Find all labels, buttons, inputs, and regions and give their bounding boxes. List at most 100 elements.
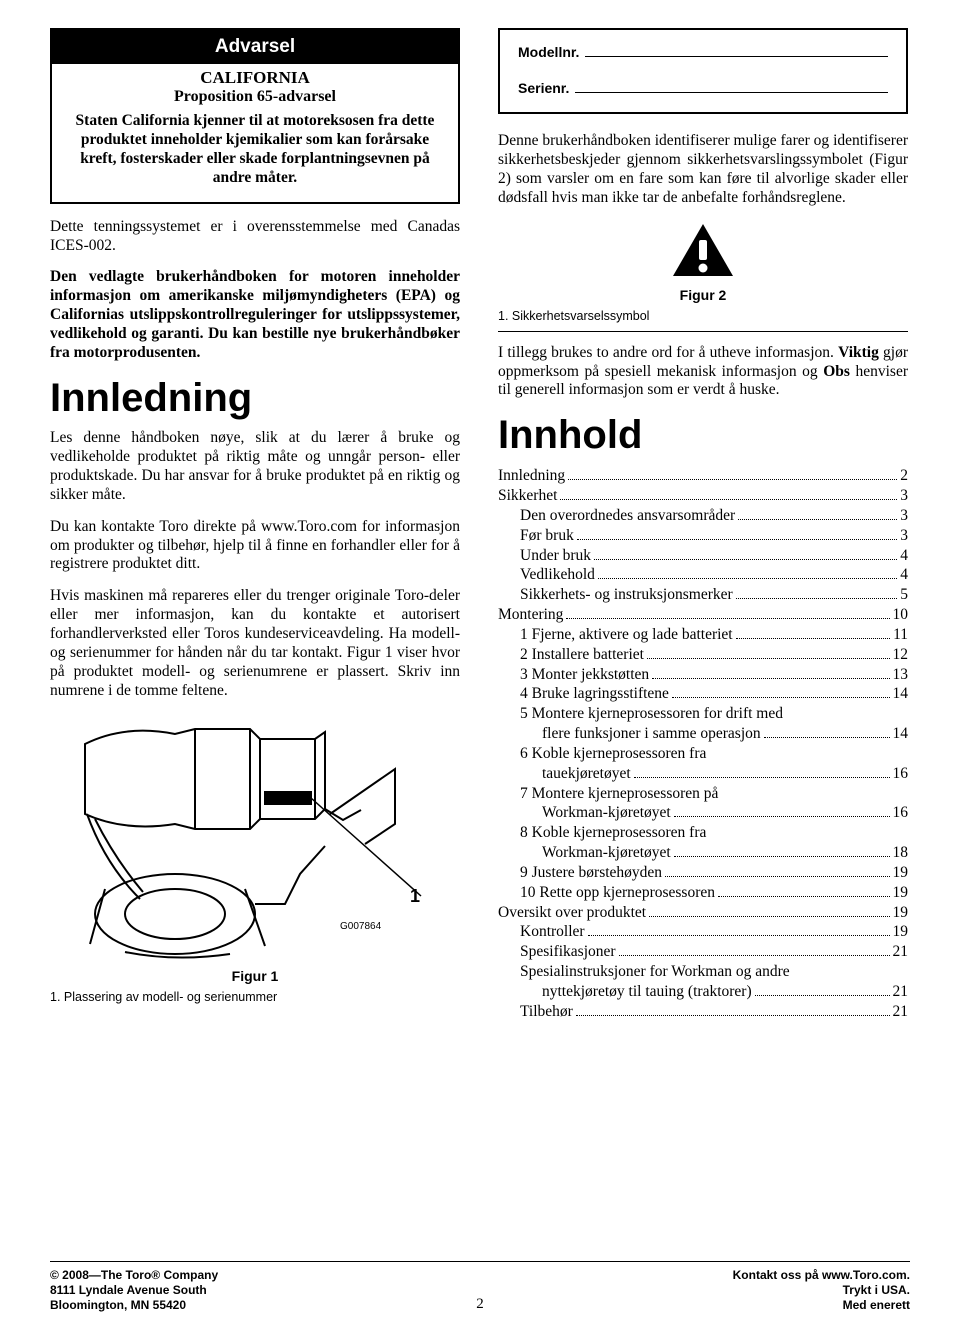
left-column: Advarsel CALIFORNIA Proposition 65-advar… [50,28,460,1022]
toc-row: Under bruk 4 [498,546,908,566]
toc-label: 1 Fjerne, aktivere og lade batteriet [520,625,733,645]
toc-row: 7 Montere kjerneprosessoren på [498,784,908,804]
footer-address-2: Bloomington, MN 55420 [50,1298,218,1313]
toc-label: Vedlikehold [520,565,595,585]
toc-leader-dots [764,737,890,738]
footer-print: Trykt i USA. [733,1283,910,1298]
toc-leader-dots [674,816,890,817]
intro-p1: Les denne håndboken nøye, slik at du lær… [50,429,460,505]
toc-leader-dots [568,479,897,480]
figure-2-caption: Figur 2 [498,287,908,303]
toc-page: 16 [893,803,909,823]
warning-text: Staten California kjenner til at motorek… [66,112,444,188]
toc-row: Vedlikehold 4 [498,565,908,585]
toc-label: 9 Justere børstehøyden [520,863,662,883]
toc-label: Oversikt over produktet [498,903,646,923]
figure-1-caption: Figur 1 [50,968,460,984]
toc-leader-dots [647,658,890,659]
toc-label: Kontroller [520,922,585,942]
toc-page: 16 [893,764,909,784]
toc-row: tauekjøretøyet 16 [498,764,908,784]
figure-1-illustration: G007864 [65,714,445,964]
toc-label: Tilbehør [520,1002,573,1022]
intro-heading: Innledning [50,376,460,421]
toc-page: 5 [900,585,908,605]
toc-label: Workman-kjøretøyet [542,843,671,863]
toc-row: Kontroller19 [498,922,908,942]
toc-page: 18 [893,843,909,863]
toc-label: 6 Koble kjerneprosessoren fra [520,744,706,764]
toc-leader-dots [576,1015,890,1016]
toc-row: Spesialinstruksjoner for Workman og andr… [498,962,908,982]
toc-page: 19 [893,903,909,923]
toc-row: Workman-kjøretøyet 18 [498,843,908,863]
proposition-heading: Proposition 65-advarsel [66,88,444,106]
figure-1-callout: 1 [410,886,420,907]
figure-2-legend: 1. Sikkerhetsvarselssymbol [498,309,908,323]
toc-leader-dots [718,896,890,897]
toc-row: 1 Fjerne, aktivere og lade batteriet11 [498,625,908,645]
footer-left: © 2008—The Toro® Company 8111 Lyndale Av… [50,1268,218,1313]
serial-row: Serienr. [518,80,888,96]
footer-rights: Med enerett [733,1298,910,1313]
model-blank-line [585,45,888,57]
toc-leader-dots [736,598,898,599]
contents-heading: Innhold [498,413,908,458]
toc-row: 6 Koble kjerneprosessoren fra [498,744,908,764]
emph-pre: I tillegg brukes to andre ord for å uthe… [498,344,838,361]
toc-row: Workman-kjøretøyet 16 [498,803,908,823]
toc-leader-dots [672,697,890,698]
figure-id-text: G007864 [340,921,382,932]
toc-leader-dots [619,955,890,956]
toc-leader-dots [594,559,897,560]
safety-alert-icon [671,222,735,278]
page-footer: © 2008—The Toro® Company 8111 Lyndale Av… [50,1261,910,1313]
toc-leader-dots [598,578,897,579]
toc-leader-dots [665,876,889,877]
toc-page: 19 [893,863,909,883]
toc-row: 10 Rette opp kjerneprosessoren19 [498,883,908,903]
toc-label: Innledning [498,466,565,486]
footer-right: Kontakt oss på www.Toro.com. Trykt i USA… [733,1268,910,1313]
toc-label: flere funksjoner i samme operasjon [542,724,761,744]
toc-label: 2 Installere batteriet [520,645,644,665]
toc-page: 10 [893,605,909,625]
toc-label: Under bruk [520,546,591,566]
toc-page: 19 [893,883,909,903]
toc-label: Den overordnedes ansvarsområder [520,506,735,526]
footer-copyright: © 2008—The Toro® Company [50,1268,218,1283]
model-serial-box: Modellnr. Serienr. [498,28,908,114]
footer-contact: Kontakt oss på www.Toro.com. [733,1268,910,1283]
toc-label: tauekjøretøyet [542,764,631,784]
toc-label: 8 Koble kjerneprosessoren fra [520,823,706,843]
toc-page: 4 [900,565,908,585]
emphasis-paragraph: I tillegg brukes to andre ord for å uthe… [498,344,908,401]
toc-leader-dots [634,777,890,778]
model-label: Modellnr. [518,44,579,60]
toc-page: 2 [900,466,908,486]
emph-viktig: Viktig [838,344,879,361]
toc-row: Innledning 2 [498,466,908,486]
toc-leader-dots [560,499,897,500]
toc-leader-dots [652,678,889,679]
toc-row: 4 Bruke lagringsstiftene14 [498,684,908,704]
safety-intro-paragraph: Denne brukerhåndboken identifiserer muli… [498,132,908,208]
serial-blank-line [575,81,888,93]
toc-label: Workman-kjøretøyet [542,803,671,823]
toc-page: 4 [900,546,908,566]
toc-row: Oversikt over produktet 19 [498,903,908,923]
toc-label: Spesifikasjoner [520,942,616,962]
toc-label: Sikkerhets- og instruksjonsmerker [520,585,733,605]
toc-row: 5 Montere kjerneprosessoren for drift me… [498,704,908,724]
toc-leader-dots [588,935,890,936]
toc-row: 8 Koble kjerneprosessoren fra [498,823,908,843]
figure-2: Figur 2 1. Sikkerhetsvarselssymbol [498,222,908,332]
toc-row: Spesifikasjoner 21 [498,942,908,962]
toc-page: 21 [893,942,909,962]
toc-page: 13 [893,665,909,685]
intro-p3: Hvis maskinen må repareres eller du tren… [50,587,460,700]
toc-page: 12 [893,645,909,665]
emph-obs: Obs [823,363,850,380]
toc-leader-dots [577,539,897,540]
right-column: Modellnr. Serienr. Denne brukerhåndboken… [498,28,908,1022]
